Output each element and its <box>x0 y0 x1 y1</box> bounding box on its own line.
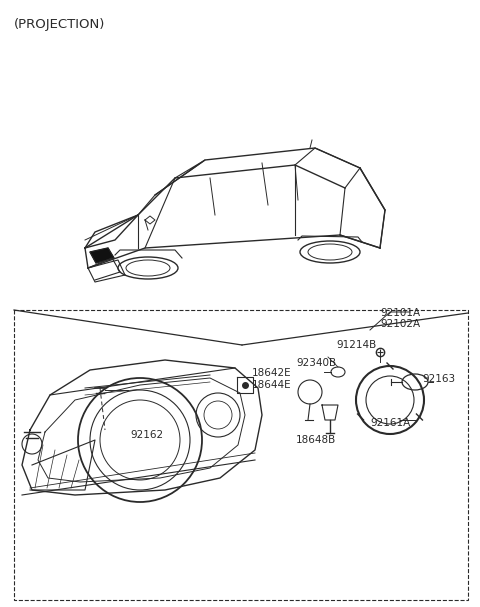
Text: 92162: 92162 <box>130 430 163 440</box>
Text: (PROJECTION): (PROJECTION) <box>14 18 106 31</box>
Text: 92161A: 92161A <box>370 418 410 428</box>
Text: 92163: 92163 <box>422 374 455 384</box>
Text: 18642E: 18642E <box>252 368 292 378</box>
Text: 92340B: 92340B <box>296 358 336 368</box>
Polygon shape <box>90 248 114 263</box>
Text: 92101A: 92101A <box>380 308 420 318</box>
Text: 18644E: 18644E <box>252 380 292 390</box>
Text: 92102A: 92102A <box>380 319 420 329</box>
Text: 18648B: 18648B <box>296 435 336 445</box>
Text: 91214B: 91214B <box>336 340 376 350</box>
